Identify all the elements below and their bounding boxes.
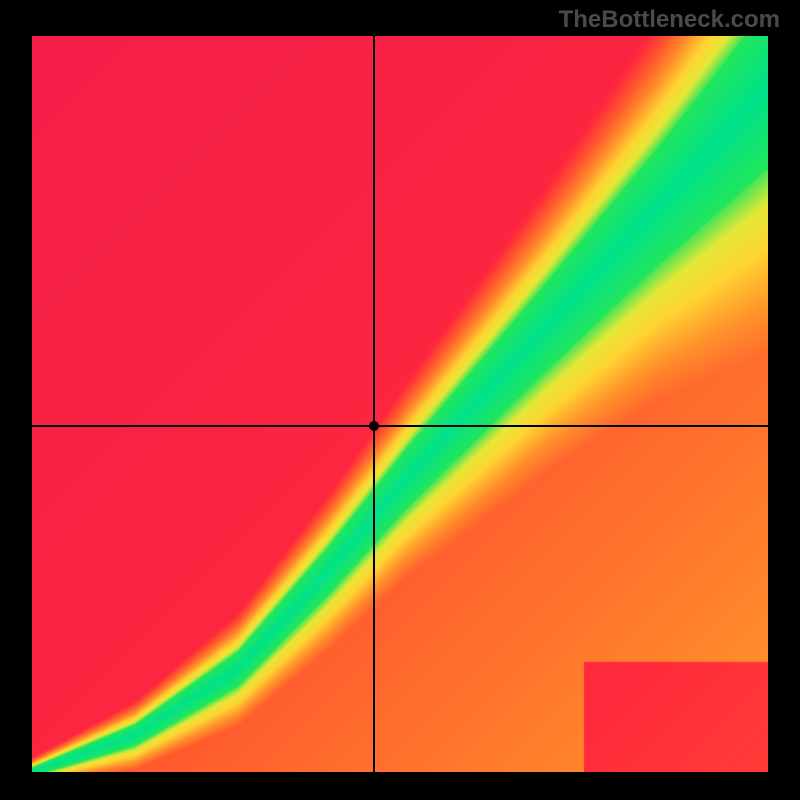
- chart-container: TheBottleneck.com: [0, 0, 800, 800]
- crosshair-vertical: [373, 36, 375, 772]
- heatmap-plot: [32, 36, 768, 772]
- crosshair-horizontal: [32, 425, 768, 427]
- watermark-text: TheBottleneck.com: [559, 6, 780, 34]
